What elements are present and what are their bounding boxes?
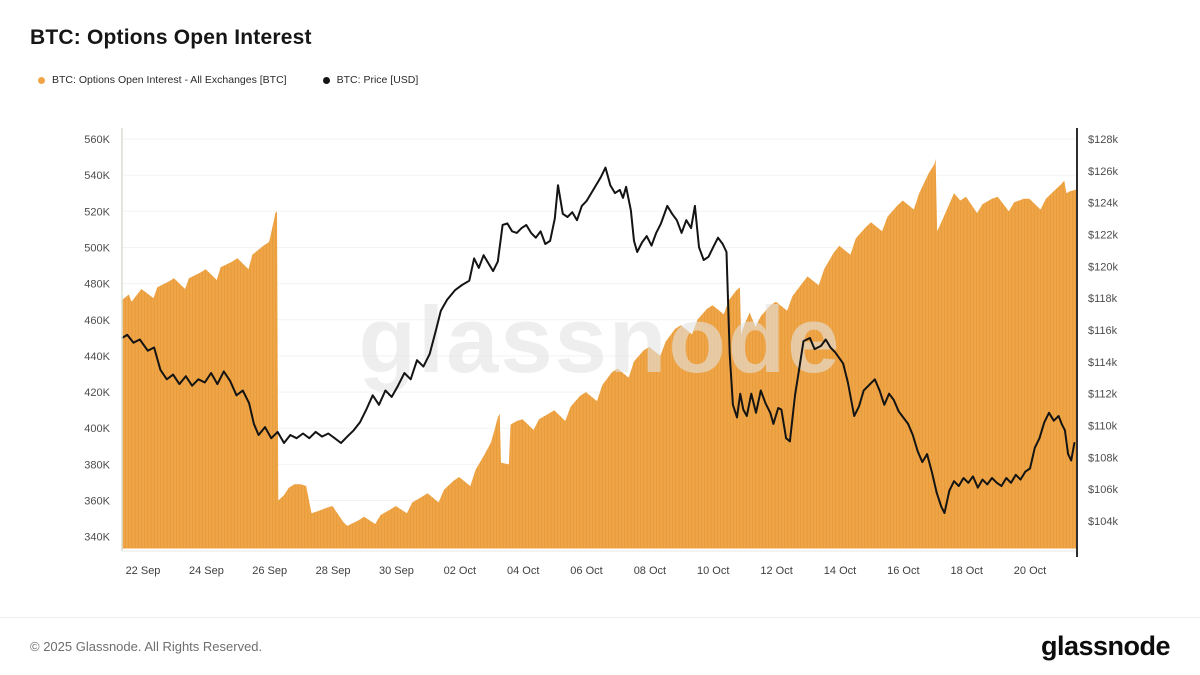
legend-label-open-interest: BTC: Options Open Interest - All Exchang…: [52, 74, 287, 86]
x-tick-label: 04 Oct: [507, 565, 539, 577]
y-left-tick-label: 420K: [84, 387, 110, 399]
x-tick-label: 28 Sep: [316, 565, 351, 577]
x-tick-label: 08 Oct: [634, 565, 666, 577]
x-tick-label: 18 Oct: [950, 565, 982, 577]
x-tick-label: 14 Oct: [824, 565, 856, 577]
y-left-tick-label: 520K: [84, 206, 110, 218]
x-tick-label: 20 Oct: [1014, 565, 1046, 577]
y-right-tick-label: $126k: [1088, 166, 1118, 178]
y-right-tick-label: $110k: [1088, 421, 1118, 433]
legend-marker-price-icon: [322, 76, 330, 84]
y-left-tick-label: 360K: [84, 496, 110, 508]
y-left-tick-label: 380K: [84, 459, 110, 471]
y-right-tick-label: $106k: [1088, 484, 1118, 496]
y-left-tick-label: 460K: [84, 315, 110, 327]
legend-marker-open-interest-icon: [38, 76, 45, 84]
y-right-tick-label: $128k: [1088, 134, 1118, 146]
price-line-series: [121, 166, 1076, 514]
y-left-tick-label: 560K: [84, 134, 110, 146]
y-right-tick-label: $124k: [1088, 198, 1118, 210]
x-tick-label: 12 Oct: [760, 565, 792, 577]
x-tick-label: 30 Sep: [379, 565, 414, 577]
legend-item-price[interactable]: BTC: Price [USD]: [322, 74, 419, 86]
x-tick-label: 06 Oct: [570, 565, 602, 577]
x-tick-label: 16 Oct: [887, 565, 919, 577]
legend-label-price: BTC: Price [USD]: [336, 74, 419, 86]
y-right-tick-label: $120k: [1088, 261, 1118, 273]
page-title: BTC: Options Open Interest: [30, 26, 312, 49]
y-left-tick-label: 440K: [84, 351, 110, 363]
y-left-tick-label: 540K: [84, 170, 110, 182]
x-tick-label: 10 Oct: [697, 565, 729, 577]
x-tick-label: 24 Sep: [189, 565, 224, 577]
glassnode-logo[interactable]: glassnode: [1040, 631, 1171, 661]
y-right-tick-label: $116k: [1088, 325, 1118, 337]
y-right-tick-label: $108k: [1088, 452, 1118, 464]
chart-plot-area[interactable]: glassnode 560K 540K 520K 500K 480K 460K 440K 420…: [0, 0, 1200, 612]
y-right-tick-label: $104k: [1088, 516, 1118, 528]
y-left-tick-label: 340K: [84, 532, 110, 544]
oi-area-series: [122, 158, 1077, 549]
watermark: glassnode: [359, 287, 842, 392]
x-tick-label: 02 Oct: [444, 565, 476, 577]
legend-item-open-interest[interactable]: BTC: Options Open Interest - All Exchang…: [38, 74, 287, 86]
y-left-tick-label: 400K: [84, 423, 110, 435]
y-right-tick-label: $122k: [1088, 230, 1118, 242]
y-right-tick-label: $118k: [1088, 293, 1118, 305]
y-right-tick-label: $114k: [1088, 357, 1118, 369]
y-right-tick-label: $112k: [1088, 389, 1118, 401]
y-left-tick-label: 480K: [84, 279, 110, 291]
y-left-tick-label: 500K: [84, 243, 110, 255]
x-tick-label: 22 Sep: [126, 565, 161, 577]
x-tick-label: 26 Sep: [252, 565, 287, 577]
copyright-text: © 2025 Glassnode. All Rights Reserved.: [30, 639, 263, 654]
footer: © 2025 Glassnode. All Rights Reserved. g…: [0, 617, 1200, 675]
chart-legend: BTC: Options Open Interest - All Exchang…: [38, 74, 418, 86]
